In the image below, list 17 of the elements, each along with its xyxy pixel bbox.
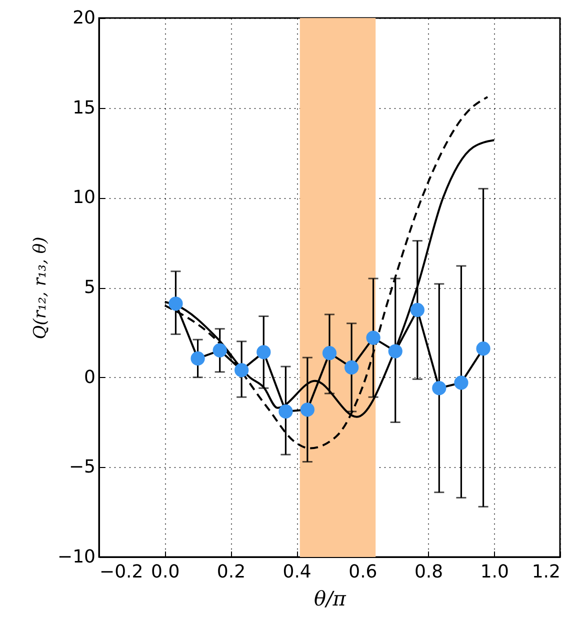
y-axis-title: Q(r₁₂, r₁₃, θ) [30, 236, 51, 340]
y-tick-label: −10 [58, 546, 96, 568]
y-tick-label: 5 [84, 277, 96, 298]
y-tick-label: 15 [72, 97, 96, 118]
x-tick-label: 0.8 [414, 562, 444, 582]
x-tick-label: 1.2 [532, 562, 560, 582]
x-tick-label: 0.0 [151, 562, 180, 582]
y-tick-label: −5 [68, 456, 96, 478]
x-tick-label: 1.0 [480, 562, 509, 582]
x-tick-label: −0.2 [100, 562, 144, 582]
x-tick-label: 0.6 [348, 562, 378, 582]
x-tick-label: 0.4 [282, 562, 312, 582]
y-tick-label: 10 [72, 187, 96, 208]
x-tick-label: 0.2 [216, 562, 246, 582]
y-tick-label: 0 [84, 366, 96, 388]
y-tick-label: 20 [72, 8, 96, 28]
x-axis-title: θ/π [314, 586, 347, 610]
